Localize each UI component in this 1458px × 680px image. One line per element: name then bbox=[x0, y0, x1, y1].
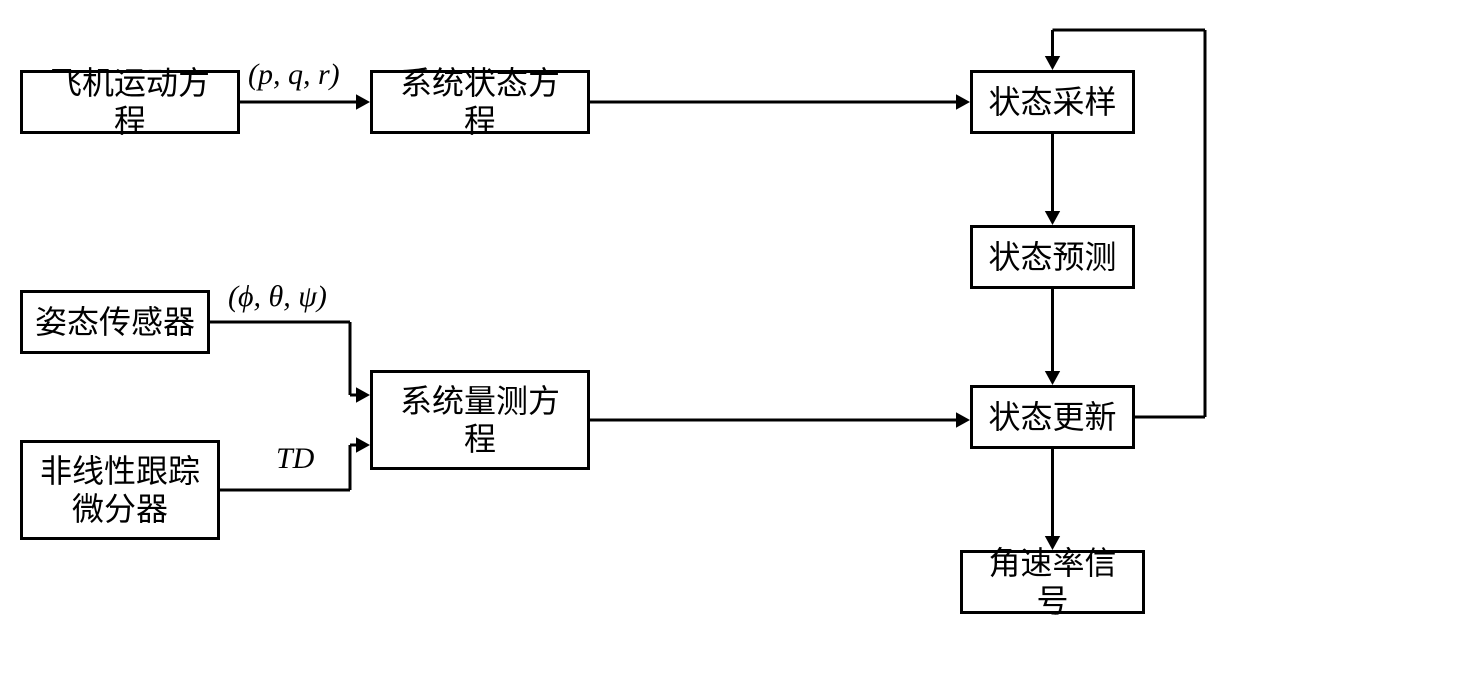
phi-theta-psi-label: (ϕ, θ, ψ) bbox=[228, 280, 327, 314]
state-update-box: 状态更新 bbox=[970, 385, 1135, 449]
tracking-differentiator-box: 非线性跟踪 微分器 bbox=[20, 440, 220, 540]
state-prediction-box: 状态预测 bbox=[970, 225, 1135, 289]
td-label: TD bbox=[276, 442, 314, 476]
system-measurement-equation-box: 系统量测方程 bbox=[370, 370, 590, 470]
attitude-sensor-box: 姿态传感器 bbox=[20, 290, 210, 354]
aircraft-equation-box: 飞机运动方程 bbox=[20, 70, 240, 134]
state-sampling-box: 状态采样 bbox=[970, 70, 1135, 134]
system-state-equation-box: 系统状态方程 bbox=[370, 70, 590, 134]
angular-rate-signal-box: 角速率信号 bbox=[960, 550, 1145, 614]
pqr-label: (p, q, r) bbox=[248, 58, 340, 92]
